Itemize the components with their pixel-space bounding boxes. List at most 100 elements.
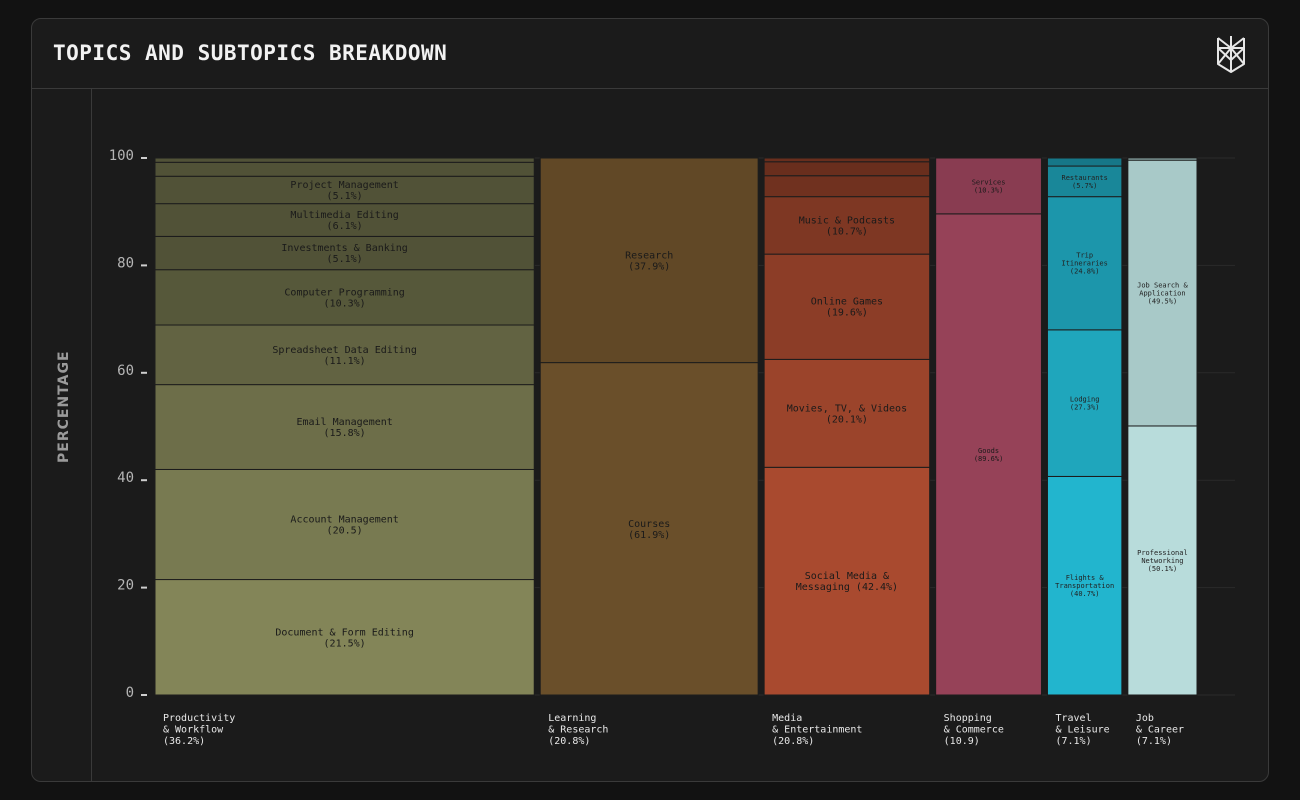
segment-bar	[763, 253, 931, 360]
segment-label: (50.1%)	[1148, 565, 1178, 573]
segment-label: (20.5)	[327, 526, 363, 537]
segment-bar	[1046, 329, 1123, 477]
segment-label: (11.1%)	[324, 356, 366, 367]
segment-label: Courses	[628, 519, 670, 530]
segment-label: (5.7%)	[1072, 182, 1097, 190]
segment-label: Lodging	[1070, 396, 1100, 404]
y-tick-label: 40	[117, 470, 134, 486]
segment-label: (21.5%)	[324, 638, 366, 649]
segment-bar	[763, 161, 931, 177]
category-label: & Research	[548, 725, 608, 736]
segment-label: (37.9%)	[628, 261, 670, 272]
category-label: & Leisure	[1055, 725, 1109, 736]
category-label: & Commerce	[944, 725, 1004, 736]
segment-label: Online Games	[811, 297, 883, 308]
segment-label: Project Management	[290, 180, 398, 191]
segment-label: Account Management	[290, 515, 398, 526]
segment-label: Messaging (42.4%)	[796, 582, 898, 593]
category-label: (36.2%)	[163, 736, 205, 747]
segment-label: (24.8%)	[1070, 268, 1100, 276]
segment-label: Services	[972, 178, 1006, 186]
y-tick-label: 20	[117, 578, 134, 594]
segment-label: (40.7%)	[1070, 590, 1100, 598]
segment-bar	[154, 324, 535, 386]
segment-label: (15.8%)	[324, 428, 366, 439]
segment-bar	[154, 579, 535, 696]
segment-bar	[154, 269, 535, 326]
segment-bar	[154, 157, 535, 163]
segment-bar	[763, 466, 931, 696]
category-label: (20.8%)	[772, 736, 814, 747]
segment-bar	[935, 157, 1042, 215]
segment-label: Spreadsheet Data Editing	[272, 345, 417, 356]
category-label: & Workflow	[163, 725, 224, 736]
segment-bar	[539, 362, 759, 696]
segment-label: Music & Podcasts	[799, 215, 895, 226]
segment-label: Flights &	[1066, 574, 1105, 582]
segment-label: Job Search &	[1137, 282, 1188, 290]
y-tick-label: 60	[117, 363, 134, 379]
category-label: Media	[772, 713, 802, 724]
card-header: TOPICS AND SUBTOPICS BREAKDOWN	[32, 19, 1268, 89]
segment-label: Multimedia Editing	[290, 210, 398, 221]
segment-label: (89.6%)	[974, 455, 1004, 463]
perplexity-logo-icon	[1217, 36, 1245, 73]
segment-bar	[1127, 159, 1198, 427]
segment-bar	[763, 196, 931, 255]
segment-bar	[1046, 165, 1123, 198]
segment-label: (10.3%)	[324, 298, 366, 309]
segment-label: (10.7%)	[826, 226, 868, 237]
segment-label: (20.1%)	[826, 414, 868, 425]
segment-bar	[1046, 475, 1123, 696]
category-label: (20.8%)	[548, 736, 590, 747]
segment-label: Document & Form Editing	[275, 627, 413, 638]
segment-bar	[763, 157, 931, 163]
segment-bar	[763, 358, 931, 468]
segment-label: (5.1%)	[327, 191, 363, 202]
category-label: Shopping	[944, 713, 992, 724]
segment-bar	[539, 157, 759, 364]
segment-label: Email Management	[296, 417, 392, 428]
category-label: & Entertainment	[772, 725, 862, 736]
axis-divider	[91, 88, 92, 781]
segment-label: (5.1%)	[327, 254, 363, 265]
segment-bar	[154, 161, 535, 177]
segment-label: (27.3%)	[1070, 404, 1100, 412]
segment-label: Research	[625, 250, 673, 261]
segment-label: Social Media &	[805, 571, 889, 582]
segment-label: (10.3%)	[974, 186, 1004, 194]
segment-bar	[763, 175, 931, 198]
segment-bar	[154, 384, 535, 470]
segment-bar	[1127, 425, 1198, 696]
segment-label: (49.5%)	[1148, 298, 1178, 306]
segment-bar	[1046, 196, 1123, 331]
segment-label: (61.9%)	[628, 530, 670, 541]
segment-label: Goods	[978, 447, 999, 455]
y-tick-label: 0	[126, 685, 134, 701]
segment-bar	[935, 213, 1042, 696]
category-label: & Career	[1136, 725, 1184, 736]
segment-label: Movies, TV, & Videos	[787, 403, 907, 414]
category-label: (10.9)	[944, 736, 980, 747]
chart-title: TOPICS AND SUBTOPICS BREAKDOWN	[53, 41, 448, 65]
segment-label: Computer Programming	[284, 287, 404, 298]
category-label: Learning	[548, 713, 596, 724]
segment-label: Transportation	[1055, 582, 1114, 590]
category-label: Travel	[1055, 713, 1091, 724]
y-tick-label: 80	[117, 255, 134, 271]
category-label: (7.1%)	[1055, 736, 1091, 747]
segment-label: Itineraries	[1061, 260, 1107, 268]
category-label: Productivity	[163, 713, 235, 724]
y-tick-label: 100	[109, 148, 134, 164]
segment-label: Application	[1139, 290, 1185, 298]
segment-label: Professional	[1137, 549, 1188, 557]
segment-label: Trip	[1076, 252, 1093, 260]
segment-label: Networking	[1141, 557, 1183, 565]
segment-bar	[154, 235, 535, 271]
segment-label: (19.6%)	[826, 308, 868, 319]
segment-bar	[1046, 157, 1123, 167]
segment-bar	[1127, 157, 1198, 161]
category-label: (7.1%)	[1136, 736, 1172, 747]
segment-bar	[154, 468, 535, 581]
